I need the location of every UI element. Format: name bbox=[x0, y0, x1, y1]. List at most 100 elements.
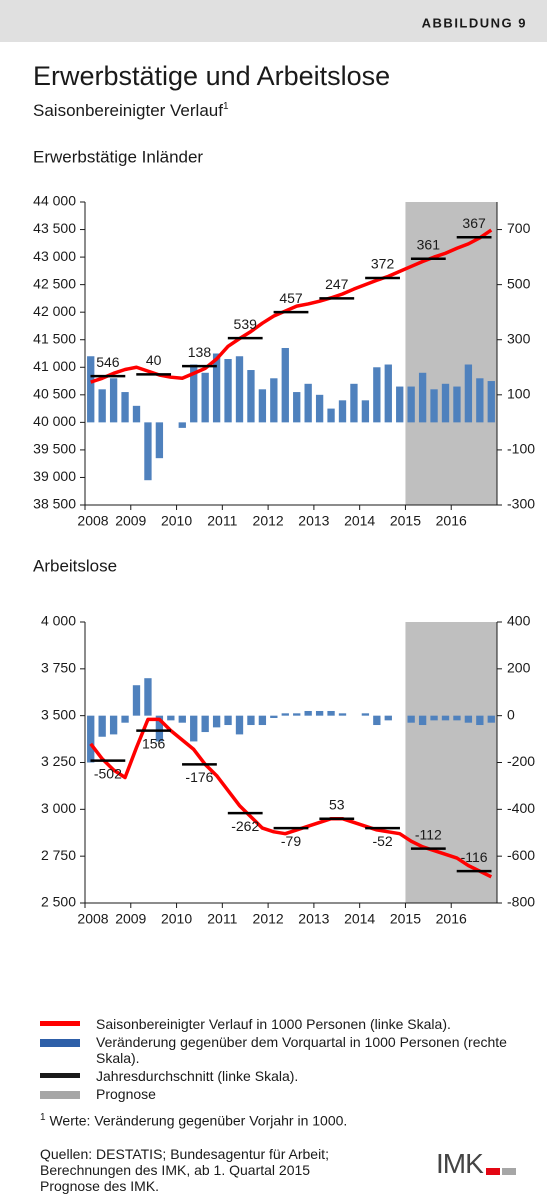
y-tick-label: 44 000 bbox=[33, 193, 76, 209]
annual-change-label: -176 bbox=[185, 769, 213, 785]
bar bbox=[144, 678, 152, 716]
annual-change-label: -52 bbox=[372, 833, 392, 849]
bar bbox=[98, 715, 106, 737]
bar bbox=[304, 710, 312, 716]
y2-tick-label: 500 bbox=[507, 275, 531, 291]
legend-label: Saisonbereinigter Verlauf in 1000 Person… bbox=[96, 1016, 451, 1032]
legend-item: Saisonbereinigter Verlauf in 1000 Person… bbox=[40, 1016, 520, 1032]
bar bbox=[201, 715, 209, 733]
logo-gray bbox=[501, 1168, 516, 1175]
annual-change-label: 372 bbox=[371, 256, 395, 272]
bar bbox=[132, 685, 141, 716]
x-tick-label: 2009 bbox=[115, 513, 146, 529]
y2-tick-label: 700 bbox=[507, 220, 531, 236]
bar bbox=[270, 715, 278, 719]
bar bbox=[315, 394, 324, 423]
legend-item: Veränderung gegenüber dem Vorquartal in … bbox=[40, 1034, 520, 1066]
x-tick-label: 2011 bbox=[207, 513, 237, 529]
bar bbox=[361, 713, 370, 716]
bar bbox=[487, 715, 495, 723]
bar bbox=[384, 715, 392, 721]
header-label: ABBILDUNG 9 bbox=[422, 15, 527, 30]
bar bbox=[441, 715, 450, 721]
y-tick-label: 3 000 bbox=[41, 800, 76, 816]
y-tick-label: 3 750 bbox=[41, 660, 76, 676]
legend: Saisonbereinigter Verlauf in 1000 Person… bbox=[40, 1016, 520, 1104]
bar bbox=[453, 386, 461, 423]
bar bbox=[121, 392, 129, 423]
bar bbox=[464, 715, 473, 723]
y-tick-label: 39 500 bbox=[33, 441, 76, 457]
y-tick-label: 3 250 bbox=[41, 753, 76, 769]
bar bbox=[201, 372, 209, 423]
y2-tick-label: -800 bbox=[507, 894, 535, 910]
x-tick-label: 2012 bbox=[253, 911, 284, 927]
bar bbox=[453, 715, 461, 721]
annual-change-label: -262 bbox=[231, 818, 259, 834]
annual-change-label: -502 bbox=[94, 765, 122, 781]
bar bbox=[212, 353, 221, 423]
x-tick-label: 2008 bbox=[77, 911, 108, 927]
bar bbox=[258, 389, 267, 423]
bar bbox=[293, 713, 301, 716]
y-tick-label: 43 000 bbox=[33, 248, 76, 264]
legend-item: Jahresdurchschnitt (linke Skala). bbox=[40, 1068, 520, 1084]
y2-tick-label: -100 bbox=[507, 441, 535, 457]
bar bbox=[373, 367, 381, 423]
legend-swatch bbox=[40, 1039, 80, 1047]
bar bbox=[476, 715, 484, 726]
annual-change-label: -116 bbox=[461, 849, 488, 865]
bar bbox=[270, 378, 278, 423]
x-tick-label: 2014 bbox=[344, 911, 375, 927]
bar bbox=[87, 356, 95, 423]
y-tick-label: 40 000 bbox=[33, 413, 76, 429]
legend-swatch bbox=[40, 1073, 80, 1078]
y-tick-label: 38 500 bbox=[33, 496, 76, 512]
bar bbox=[121, 715, 129, 723]
bar bbox=[430, 715, 438, 721]
annual-change-label: 156 bbox=[142, 735, 166, 751]
y-tick-label: 2 750 bbox=[41, 847, 76, 863]
x-tick-label: 2012 bbox=[253, 513, 284, 529]
bar bbox=[430, 389, 438, 423]
bar bbox=[407, 715, 415, 723]
annual-change-label: 40 bbox=[146, 352, 162, 368]
bar bbox=[281, 347, 289, 423]
logo-red bbox=[485, 1168, 500, 1175]
bar bbox=[418, 372, 427, 423]
x-tick-label: 2015 bbox=[390, 911, 421, 927]
x-tick-label: 2009 bbox=[115, 911, 146, 927]
legend-label: Jahresdurchschnitt (linke Skala). bbox=[96, 1068, 299, 1084]
x-tick-label: 2016 bbox=[436, 513, 467, 529]
bar bbox=[155, 422, 164, 459]
annual-change-label: 457 bbox=[279, 290, 303, 306]
bar bbox=[132, 405, 141, 423]
bar bbox=[315, 710, 324, 716]
footnote-text: Werte: Veränderung gegenüber Vorjahr in … bbox=[49, 1112, 348, 1129]
y2-tick-label: 0 bbox=[507, 706, 515, 722]
y-tick-label: 40 500 bbox=[33, 386, 76, 402]
y2-tick-label: -400 bbox=[507, 800, 535, 816]
subtitle: Saisonbereinigter Verlauf1 bbox=[33, 101, 229, 121]
annual-change-label: 546 bbox=[96, 354, 120, 370]
y2-tick-label: 200 bbox=[507, 660, 531, 676]
bar bbox=[155, 715, 164, 742]
bar bbox=[224, 359, 232, 423]
legend-label: Prognose bbox=[96, 1086, 156, 1102]
bar bbox=[144, 422, 152, 481]
bar bbox=[281, 713, 289, 716]
bar bbox=[109, 378, 118, 423]
y-tick-label: 41 000 bbox=[33, 358, 76, 374]
annual-change-label: -112 bbox=[415, 826, 442, 842]
y2-tick-label: 400 bbox=[507, 613, 531, 629]
bar bbox=[350, 383, 358, 423]
bar bbox=[247, 715, 255, 726]
bar bbox=[235, 715, 244, 735]
x-tick-label: 2014 bbox=[344, 513, 375, 529]
x-tick-label: 2008 bbox=[77, 513, 108, 529]
bar bbox=[327, 408, 335, 423]
logo: IMK bbox=[436, 1148, 516, 1180]
bar bbox=[87, 715, 95, 763]
bar bbox=[235, 356, 244, 423]
